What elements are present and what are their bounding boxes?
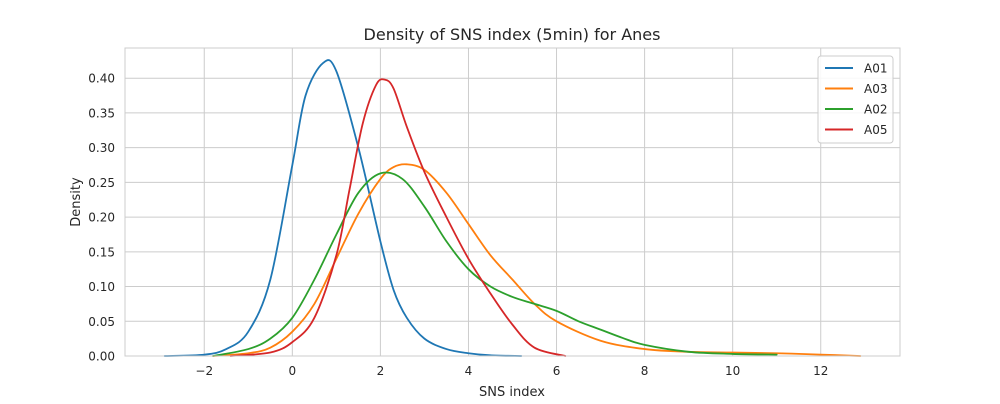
- x-axis-label: SNS index: [479, 385, 545, 400]
- x-tick-label: 0: [289, 364, 297, 378]
- y-axis-ticks: 0.00 0.05 0.10 0.15 0.20 0.25 0.30 0.35 0.40: [88, 72, 115, 364]
- legend-frame: [817, 55, 894, 144]
- x-tick-label: 10: [725, 364, 740, 378]
- y-tick-label: 0.20: [88, 211, 115, 225]
- series-line-a05: [229, 78, 567, 357]
- y-tick-label: 0.30: [88, 141, 115, 155]
- x-tick-label: 12: [813, 364, 828, 378]
- y-tick-label: 0.40: [88, 72, 115, 86]
- y-tick-label: 0.10: [88, 280, 115, 294]
- y-tick-label: 0.35: [88, 106, 115, 120]
- chart-title: Density of SNS index (5min) for Anes: [364, 25, 661, 44]
- y-tick-label: 0.05: [88, 315, 115, 329]
- legend: A01 A03 A02 A05: [817, 55, 894, 144]
- x-tick-label: 4: [465, 364, 473, 378]
- legend-label: A05: [864, 123, 887, 137]
- y-tick-label: 0.15: [88, 245, 115, 259]
- x-tick-label: 8: [641, 364, 649, 378]
- y-tick-label: 0.25: [88, 176, 115, 190]
- y-axis-label: Density: [69, 177, 84, 227]
- series-line-a02: [212, 171, 778, 357]
- x-tick-label: 2: [377, 364, 385, 378]
- y-tick-label: 0.00: [88, 350, 115, 364]
- legend-label: A01: [864, 62, 887, 76]
- series-line-a01: [163, 59, 523, 357]
- x-tick-label: −2: [195, 364, 213, 378]
- grid-lines: [125, 48, 900, 357]
- series-layer: [163, 59, 862, 357]
- plot-background: [125, 48, 900, 356]
- x-axis-ticks: −2 0 2 4 6 8 10 12: [195, 364, 828, 378]
- legend-items: A01 A03 A02 A05: [825, 62, 887, 137]
- plot-frame: [124, 47, 901, 357]
- legend-label: A03: [864, 82, 887, 96]
- legend-label: A02: [864, 103, 887, 117]
- x-tick-label: 6: [553, 364, 561, 378]
